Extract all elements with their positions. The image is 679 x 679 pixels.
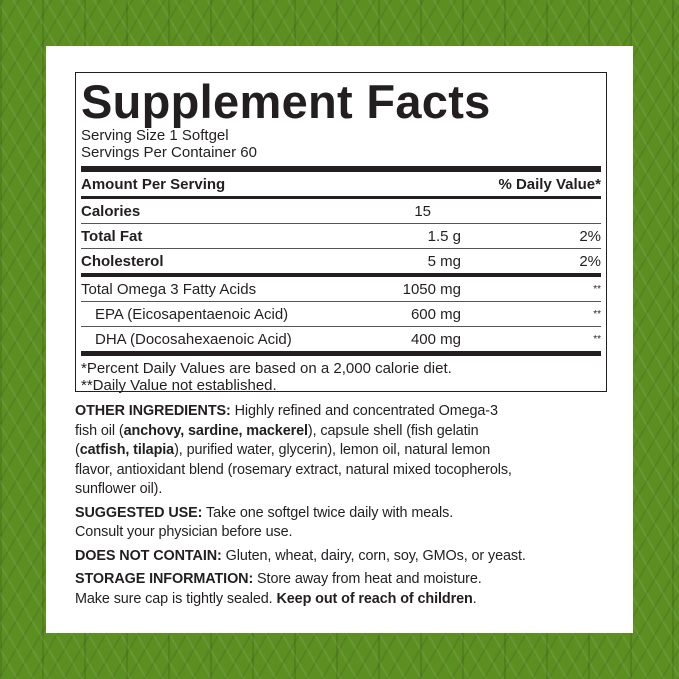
text: Take one softgel twice daily with meals. xyxy=(202,504,454,521)
nutrient-amount: 1.5 g xyxy=(427,227,461,245)
nutrient-dv: 2% xyxy=(579,252,601,270)
divider xyxy=(81,301,601,302)
label-panel: Supplement Facts Serving Size 1 Softgel … xyxy=(46,46,633,633)
text: Gluten, wheat, dairy, corn, soy, GMOs, o… xyxy=(221,547,526,564)
storage-information: STORAGE INFORMATION: Store away from hea… xyxy=(75,570,615,609)
table-row: Total Fat 1.5 g 2% xyxy=(81,224,601,248)
divider xyxy=(81,166,601,172)
nutrient-dv: ** xyxy=(593,308,601,320)
facts-title: Supplement Facts xyxy=(81,75,491,128)
text: Highly refined and concentrated Omega-3 xyxy=(230,403,498,419)
nutrient-name: DHA (Docosahexaenoic Acid) xyxy=(95,330,292,348)
footnote: *Percent Daily Values are based on a 2,0… xyxy=(81,360,452,377)
nutrient-amount: 600 mg xyxy=(410,305,461,323)
section-label: OTHER INGREDIENTS: xyxy=(75,403,231,419)
nutrient-amount: 5 mg xyxy=(427,252,461,270)
label-info: OTHER INGREDIENTS: Highly refined and co… xyxy=(75,402,615,613)
text: flavor, antioxidant blend (rosemary extr… xyxy=(75,461,512,478)
nutrient-name: Total Omega 3 Fatty Acids xyxy=(81,280,257,298)
divider xyxy=(81,273,601,277)
dv-header: % Daily Value* xyxy=(498,175,601,193)
nutrient-name: Cholesterol xyxy=(81,252,164,270)
nutrient-name: EPA (Eicosapentaenoic Acid) xyxy=(95,305,289,323)
text: . xyxy=(472,590,477,607)
nutrient-dv: ** xyxy=(593,283,601,295)
text: ( xyxy=(75,442,80,458)
servings-per-container: Servings Per Container 60 xyxy=(81,144,257,161)
nutrient-dv: ** xyxy=(593,333,601,345)
divider xyxy=(81,351,601,356)
nutrient-dv: 2% xyxy=(579,227,601,245)
text: fish oil ( xyxy=(75,422,124,439)
nutrient-amount: 400 mg xyxy=(410,330,461,348)
allergen-text: anchovy, sardine, mackerel xyxy=(123,422,308,439)
amount-header: Amount Per Serving xyxy=(81,175,226,193)
table-row: Total Omega 3 Fatty Acids 1050 mg ** xyxy=(81,277,601,301)
table-row: DHA (Docosahexaenoic Acid) 400 mg ** xyxy=(81,327,601,351)
section-label: STORAGE INFORMATION: xyxy=(75,571,254,587)
nutrient-amount: 1050 mg xyxy=(402,280,461,298)
nutrient-amount: 15 xyxy=(414,202,431,220)
table-row: Calories 15 xyxy=(81,199,601,223)
nutrient-name: Calories xyxy=(81,202,141,220)
text: ), purified water, glycerin), lemon oil,… xyxy=(174,442,491,458)
table-row: EPA (Eicosapentaenoic Acid) 600 mg ** xyxy=(81,302,601,326)
footnote: **Daily Value not established. xyxy=(81,377,277,394)
text: sunflower oil). xyxy=(75,481,163,497)
does-not-contain: DOES NOT CONTAIN: Gluten, wheat, dairy, … xyxy=(75,547,615,567)
table-header: Amount Per Serving % Daily Value* xyxy=(81,172,601,196)
section-label: DOES NOT CONTAIN: xyxy=(75,547,222,564)
text: Make sure cap is tightly sealed. xyxy=(75,590,277,607)
text: Consult your physician before use. xyxy=(75,524,293,540)
section-label: SUGGESTED USE: xyxy=(75,504,203,521)
warning-text: Keep out of reach of children xyxy=(276,590,473,607)
supplement-facts-box: Supplement Facts Serving Size 1 Softgel … xyxy=(75,72,607,394)
divider xyxy=(81,248,601,249)
divider xyxy=(81,196,601,199)
suggested-use: SUGGESTED USE: Take one softgel twice da… xyxy=(75,504,615,543)
other-ingredients: OTHER INGREDIENTS: Highly refined and co… xyxy=(75,402,615,500)
divider xyxy=(81,326,601,327)
divider xyxy=(81,223,601,224)
nutrient-name: Total Fat xyxy=(81,227,143,245)
text: Store away from heat and moisture. xyxy=(253,571,482,587)
serving-size: Serving Size 1 Softgel xyxy=(81,127,229,144)
text: ), capsule shell (fish gelatin xyxy=(307,422,479,439)
table-row: Cholesterol 5 mg 2% xyxy=(81,249,601,273)
allergen-text: catfish, tilapia xyxy=(79,442,175,458)
